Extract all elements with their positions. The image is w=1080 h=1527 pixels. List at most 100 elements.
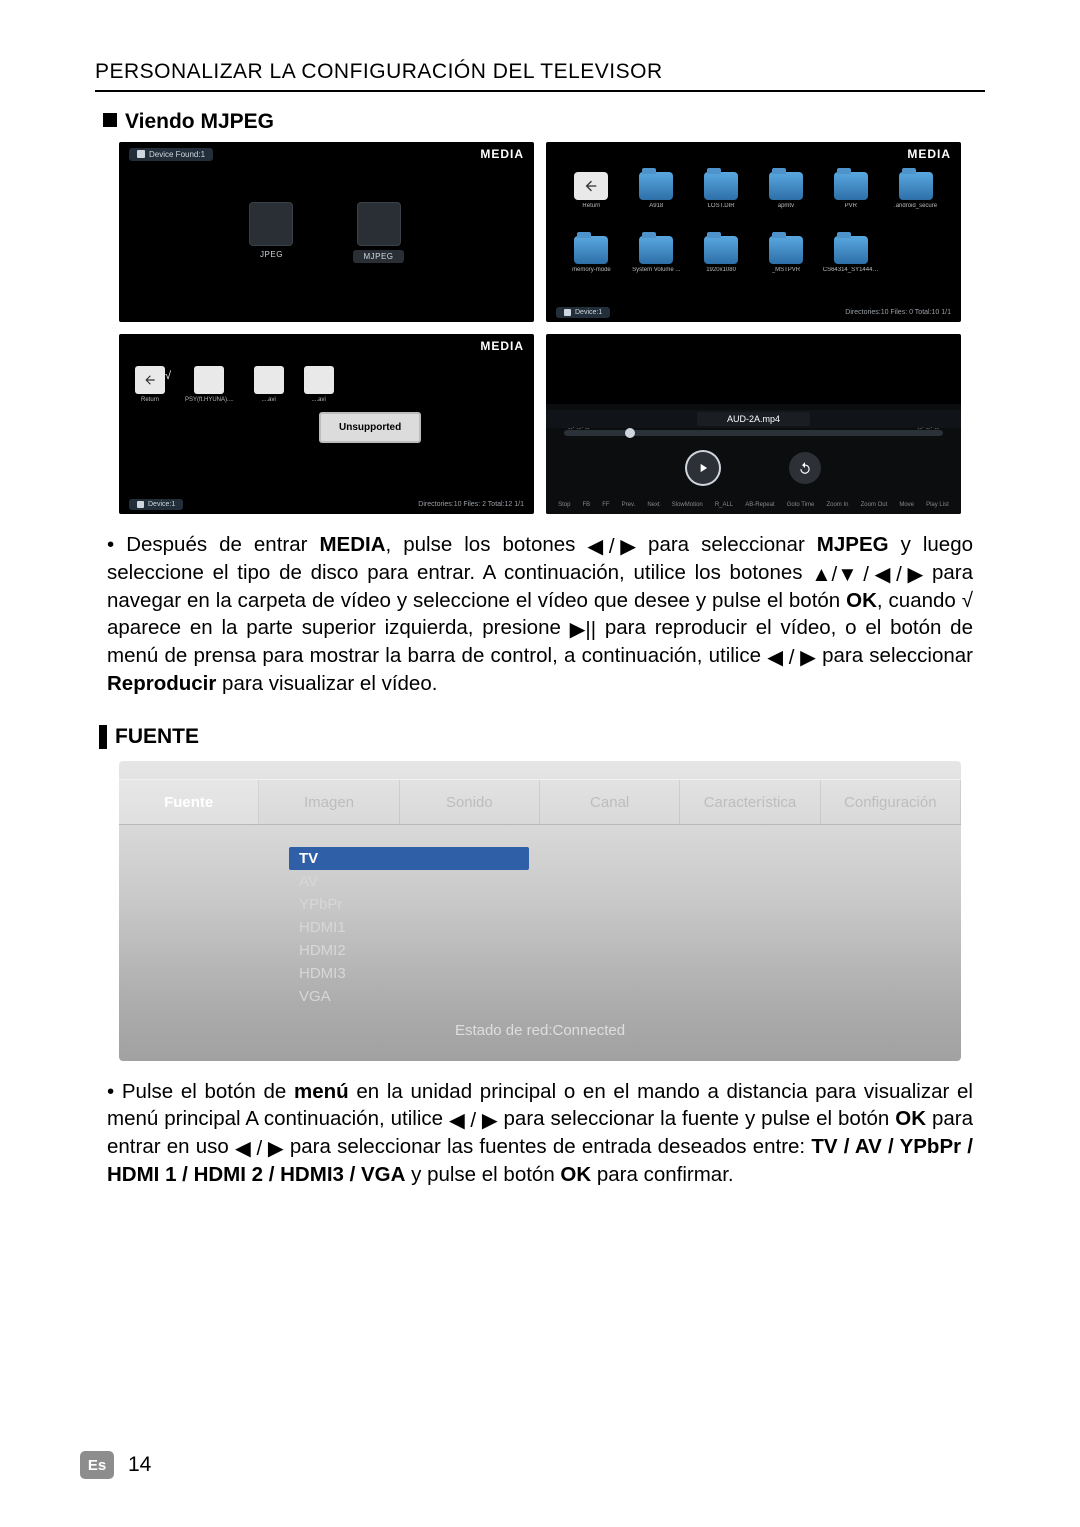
tab-configuracion[interactable]: Configuración: [821, 780, 961, 824]
folder-item[interactable]: System Volume ...: [627, 236, 686, 296]
checkmark-icon: √: [165, 370, 171, 382]
screen-title: MEDIA: [480, 147, 524, 161]
folder-item[interactable]: memory-mode: [562, 236, 621, 296]
left-right-icon: ◀ / ▶: [449, 1108, 498, 1134]
left-right-icon: ◀ / ▶: [587, 534, 636, 560]
text-bold: OK: [895, 1107, 926, 1130]
tab-caracteristica[interactable]: Característica: [680, 780, 820, 824]
folder-icon: [834, 172, 868, 200]
src-av[interactable]: AV: [299, 870, 529, 893]
src-ypbpr[interactable]: YPbPr: [299, 893, 529, 916]
folder-icon: [769, 236, 803, 264]
device-badge: Device:1: [129, 499, 183, 510]
file-label: PSY(ft.HYUNA)....: [185, 397, 234, 403]
device-badge: Device:1: [556, 307, 610, 318]
text-bold: OK: [560, 1163, 591, 1186]
folder-return[interactable]: Return: [562, 172, 621, 232]
progress-bar[interactable]: [564, 430, 943, 436]
tile-mjpeg[interactable]: MJPEG: [353, 202, 403, 263]
folder-item[interactable]: LOST.DIR: [692, 172, 751, 232]
source-list: TV AV YPbPr HDMI1 HDMI2 HDMI3 VGA: [299, 847, 529, 1008]
ctrl-ab[interactable]: AB-Repeat: [745, 502, 774, 508]
folder-item[interactable]: 1920x1080: [692, 236, 751, 296]
device-badge: Device Found:1: [129, 148, 213, 161]
src-tv[interactable]: TV: [289, 847, 529, 870]
tile-label: MJPEG: [353, 250, 403, 263]
folder-label: apmtv: [778, 203, 794, 209]
folder-item[interactable]: .android_secure: [886, 172, 945, 232]
screen-folder-list: MEDIA Return A918 LOST.DIR apmtv PVR .an…: [546, 142, 961, 322]
file-item[interactable]: ....avi: [254, 366, 284, 403]
rotate-button[interactable]: [789, 452, 821, 484]
ctrl-prev[interactable]: Prev.: [622, 502, 636, 508]
folder-label: .android_secure: [894, 203, 937, 209]
file-item[interactable]: PSY(ft.HYUNA)....: [185, 366, 234, 403]
folder-item[interactable]: CS64314_SY14442_VST...: [821, 236, 880, 296]
src-hdmi3[interactable]: HDMI3: [299, 962, 529, 985]
text: Pulse el botón de: [122, 1080, 294, 1103]
ctrl-next[interactable]: Next: [647, 502, 659, 508]
screen-files: MEDIA √ Return PSY(ft.HYUNA).... ....avi…: [119, 334, 534, 514]
tab-fuente[interactable]: Fuente: [119, 780, 259, 824]
src-hdmi1[interactable]: HDMI1: [299, 916, 529, 939]
src-vga[interactable]: VGA: [299, 985, 529, 1008]
file-icon: [304, 366, 334, 394]
return-icon: [135, 366, 165, 394]
file-return[interactable]: Return: [135, 366, 165, 403]
folder-icon: [769, 172, 803, 200]
menu-tabs: Fuente Imagen Sonido Canal Característic…: [119, 779, 961, 825]
ctrl-rall[interactable]: R_ALL: [715, 502, 733, 508]
tab-imagen[interactable]: Imagen: [259, 780, 399, 824]
left-right-icon: ◀ / ▶: [767, 645, 816, 671]
tab-sonido[interactable]: Sonido: [400, 780, 540, 824]
folder-icon: [574, 236, 608, 264]
screen-player: AUD-2A.mp4 --: --: -- --: --: -- Stop FB…: [546, 334, 961, 514]
menu-panel: Fuente Imagen Sonido Canal Característic…: [119, 761, 961, 1061]
device-badge-text: Device Found:1: [149, 150, 205, 159]
text: para seleccionar: [816, 644, 973, 667]
text-bold: MEDIA: [319, 533, 385, 556]
folder-item[interactable]: apmtv: [756, 172, 815, 232]
ctrl-zout[interactable]: Zoom Out: [861, 502, 888, 508]
ctrl-playlist[interactable]: Play List: [926, 502, 949, 508]
ctrl-move[interactable]: Move: [899, 502, 914, 508]
folder-item[interactable]: _MSTPVR: [756, 236, 815, 296]
unsupported-tooltip: Unsupported: [319, 412, 421, 443]
ctrl-goto[interactable]: Goto Time: [787, 502, 815, 508]
ctrl-ff[interactable]: FF: [602, 502, 609, 508]
sub-heading: Viendo MJPEG: [103, 110, 985, 134]
ctrl-slow[interactable]: SlowMotion: [672, 502, 703, 508]
folder-item[interactable]: A918: [627, 172, 686, 232]
text: para seleccionar: [636, 533, 817, 556]
player-controls: Stop FB FF Prev. Next SlowMotion R_ALL A…: [546, 502, 961, 508]
ctrl-zin[interactable]: Zoom In: [826, 502, 848, 508]
ctrl-stop[interactable]: Stop: [558, 502, 570, 508]
ctrl-fb[interactable]: FB: [583, 502, 591, 508]
folder-label: _MSTPVR: [772, 267, 800, 273]
paragraph-2: Pulse el botón de menú en la unidad prin…: [107, 1079, 973, 1188]
jpeg-icon: [249, 202, 293, 246]
nav-arrows-icon: ▲/▼ / ◀ / ▶: [811, 562, 923, 588]
folder-label: System Volume ...: [632, 267, 680, 273]
play-button[interactable]: [687, 452, 719, 484]
bottom-info: Directories:10 Files: 0 Total:10 1/1: [845, 309, 951, 316]
folder-grid: Return A918 LOST.DIR apmtv PVR .android_…: [546, 166, 961, 302]
now-playing: AUD-2A.mp4: [697, 412, 810, 426]
text-bold: OK: [846, 589, 877, 612]
progress-knob[interactable]: [625, 428, 635, 438]
fuente-heading-text: FUENTE: [115, 725, 199, 748]
src-hdmi2[interactable]: HDMI2: [299, 939, 529, 962]
tab-canal[interactable]: Canal: [540, 780, 680, 824]
folder-label: memory-mode: [572, 267, 611, 273]
file-icon: [254, 366, 284, 394]
device-badge-text: Device:1: [148, 501, 175, 508]
folder-label: 1920x1080: [706, 267, 736, 273]
text: para confirmar.: [591, 1163, 733, 1186]
file-item[interactable]: ....avi: [304, 366, 334, 403]
folder-item[interactable]: PVR: [821, 172, 880, 232]
file-label: ....avi: [262, 397, 276, 403]
tile-jpeg[interactable]: JPEG: [249, 202, 293, 263]
text-bold: menú: [294, 1080, 349, 1103]
folder-icon: [834, 236, 868, 264]
paragraph-1: Después de entrar MEDIA, pulse los boton…: [107, 532, 973, 697]
